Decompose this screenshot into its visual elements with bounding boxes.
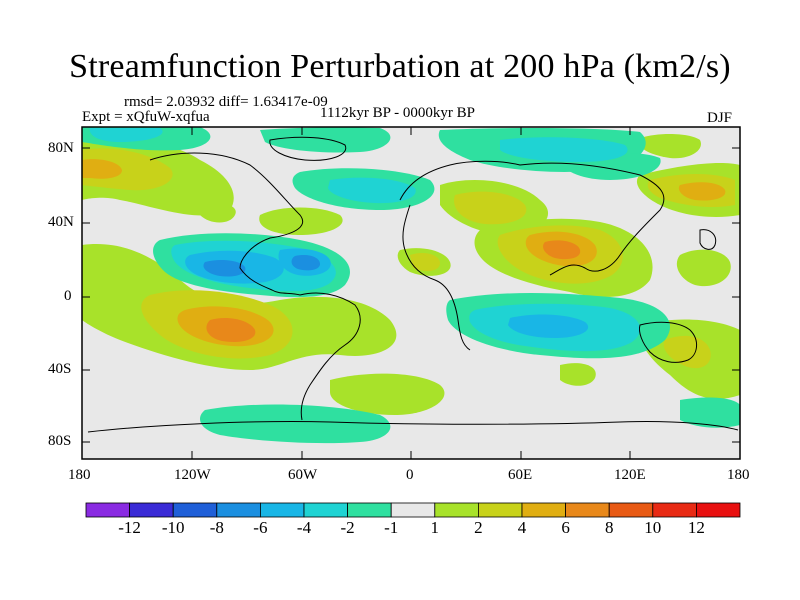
colorbar-swatch	[390, 502, 436, 518]
negative-peak-contours	[203, 254, 320, 277]
negative-high-contours	[185, 248, 589, 338]
positive-peak-contours	[206, 240, 581, 342]
colorbar-label: -6	[253, 518, 268, 537]
lon-label-0: 0	[406, 467, 414, 483]
colorbar-label: -12	[118, 518, 141, 537]
colorbar-label: -2	[340, 518, 355, 537]
colorbar-label: 4	[517, 518, 527, 537]
colorbar-swatch	[521, 502, 566, 518]
colorbar-label: -4	[296, 518, 312, 537]
season-label: DJF	[707, 110, 733, 126]
lat-label-40s: 40S	[48, 361, 72, 377]
colorbar-swatch	[85, 502, 130, 518]
stats-text: rmsd= 2.03932 diff= 1.63417e-09	[124, 94, 328, 110]
colorbar-swatch	[303, 502, 348, 518]
lon-label-120w: 120W	[174, 467, 211, 483]
colorbar-label: -10	[161, 518, 185, 537]
lat-label-0: 0	[64, 288, 72, 304]
colorbar-label: 1	[430, 518, 440, 537]
colorbar-swatch	[172, 502, 218, 518]
colorbar	[85, 502, 741, 518]
axis-ticks	[82, 127, 740, 459]
colorbar-label: -8	[209, 518, 224, 537]
coastlines	[87, 136, 739, 433]
lat-label-80s: 80S	[48, 433, 72, 449]
lon-label-180w: 180	[68, 467, 91, 483]
chart-title: Streamfunction Perturbation at 200 hPa (…	[69, 48, 731, 85]
colorbar-swatch	[652, 502, 697, 518]
lon-label-120e: 120E	[614, 467, 646, 483]
lon-label-60w: 60W	[288, 467, 318, 483]
colorbar-swatch	[347, 502, 392, 518]
lat-label-40n: 40N	[48, 214, 74, 230]
lat-label-80n: 80N	[48, 140, 74, 156]
colorbar-swatch	[129, 502, 174, 518]
colorbar-swatch	[696, 502, 741, 518]
colorbar-label: 12	[687, 518, 705, 537]
colorbar-label: 8	[604, 518, 614, 537]
colorbar-swatch	[434, 502, 479, 518]
colorbar-swatch	[216, 502, 261, 518]
map-field	[82, 127, 740, 459]
colorbar-label: -1	[384, 518, 399, 537]
colorbar-swatch	[477, 502, 523, 518]
lon-label-180e: 180	[727, 467, 750, 483]
colorbar-swatch	[259, 502, 305, 518]
colorbar-swatch	[565, 502, 610, 518]
period-label: 1112kyr BP - 0000kyr BP	[320, 105, 476, 121]
colorbar-label: 2	[474, 518, 483, 537]
experiment-label: Expt = xQfuW-xqfua	[82, 109, 210, 125]
colorbar-label: 6	[561, 518, 570, 537]
colorbar-swatch	[608, 502, 654, 518]
colorbar-label: 10	[644, 518, 662, 537]
lon-label-60e: 60E	[508, 467, 533, 483]
